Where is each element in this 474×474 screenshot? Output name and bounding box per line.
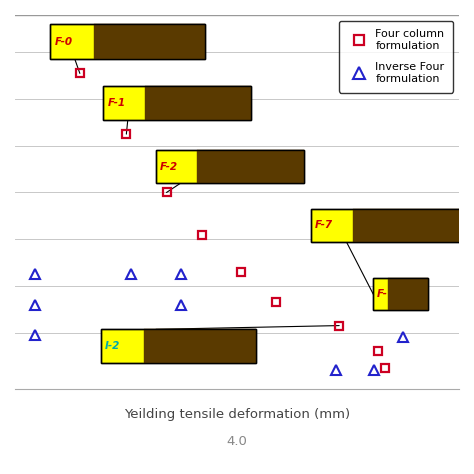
Text: I-2: I-2 [105,341,120,351]
Text: F-2: F-2 [160,162,178,172]
Bar [156,150,304,183]
Bar [103,86,251,120]
X-axis label: Yeilding tensile deformation (mm): Yeilding tensile deformation (mm) [124,408,350,421]
Text: F-0: F-0 [55,37,73,47]
Text: F-: F- [377,289,388,299]
Text: F-7: F-7 [315,220,333,230]
Bar [101,329,256,363]
Text: 4.0: 4.0 [227,435,247,448]
Bar [145,86,251,120]
Bar [388,278,428,310]
Bar [311,209,463,242]
Bar [197,150,304,183]
Bar [373,278,428,310]
Bar [94,24,205,59]
Bar [156,150,304,183]
Legend: Four column
formulation, Inverse Four
formulation: Four column formulation, Inverse Four fo… [339,20,454,92]
Bar [311,209,463,242]
Bar [373,278,428,310]
Text: F-1: F-1 [107,98,126,108]
Bar [354,209,463,242]
Bar [145,329,256,363]
Bar [103,86,251,120]
Bar [50,24,205,59]
Bar [50,24,205,59]
Bar [101,329,256,363]
